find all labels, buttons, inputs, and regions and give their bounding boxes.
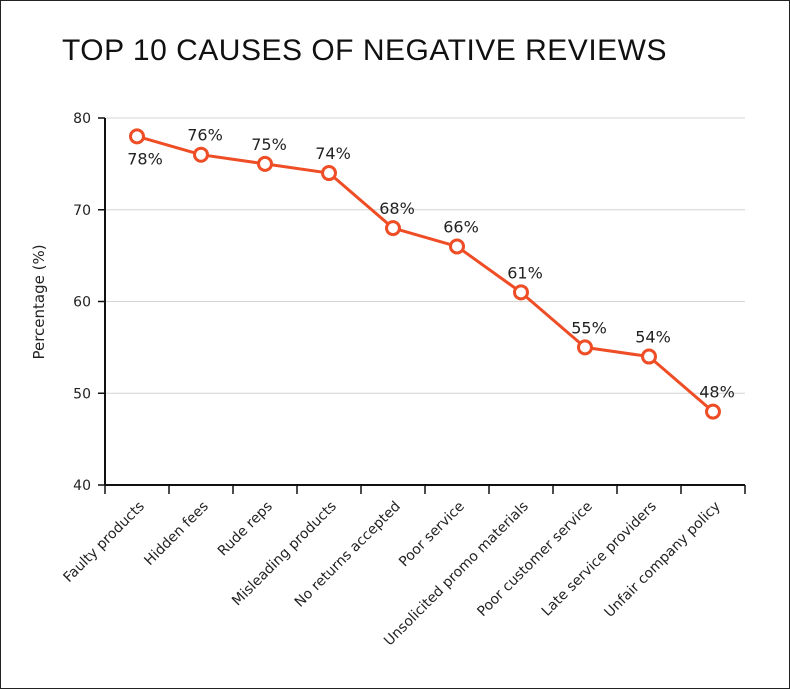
data-point — [129, 128, 145, 145]
series-line — [135, 134, 715, 414]
data-point — [705, 403, 721, 420]
y-tick-label: 40 — [73, 478, 91, 494]
y-tick-label: 70 — [73, 203, 91, 219]
data-point — [385, 220, 401, 237]
y-tick-label: 60 — [73, 295, 91, 311]
x-tick-label: Rude reps — [215, 499, 276, 560]
y-tick-label: 80 — [73, 111, 91, 127]
x-tick-label: Late service providers — [539, 499, 660, 620]
data-point — [321, 165, 337, 182]
data-point — [641, 348, 657, 365]
data-point — [257, 155, 273, 172]
data-point — [193, 146, 209, 163]
data-point — [449, 238, 465, 255]
gridlines — [105, 117, 745, 394]
chart-title: TOP 10 CAUSES OF NEGATIVE REVIEWS — [62, 34, 667, 67]
y-axis-label: Percentage (%) — [30, 244, 48, 359]
data-label: 55% — [571, 318, 607, 337]
data-points — [129, 128, 721, 420]
data-label: 68% — [379, 199, 415, 218]
data-label: 76% — [187, 126, 223, 145]
x-tick-label: Faulty products — [61, 499, 148, 586]
x-tick-label: Unfair company policy — [602, 499, 724, 621]
data-point — [577, 339, 593, 356]
data-label: 74% — [315, 144, 351, 163]
series-polyline — [135, 134, 715, 414]
x-tick-label: Hidden fees — [141, 499, 211, 569]
data-label: 48% — [699, 383, 735, 402]
y-axis-ticks: 40 50 60 70 80 — [73, 111, 105, 494]
data-label: 75% — [251, 135, 287, 154]
x-tick-label: Misleading products — [229, 499, 340, 610]
data-point — [513, 284, 529, 301]
x-tick-label: Poor service — [396, 499, 468, 571]
data-label: 66% — [443, 217, 479, 236]
x-tick-label: Poor customer service — [474, 499, 595, 620]
data-label: 61% — [507, 263, 543, 282]
data-label: 54% — [635, 328, 671, 347]
data-labels: 78% 76% 75% 74% 68% 66% 61% 55% 54% 48% — [127, 126, 735, 402]
y-tick-label: 50 — [73, 386, 91, 402]
x-tick-label: No returns accepted — [292, 499, 404, 611]
data-label: 78% — [127, 149, 163, 168]
